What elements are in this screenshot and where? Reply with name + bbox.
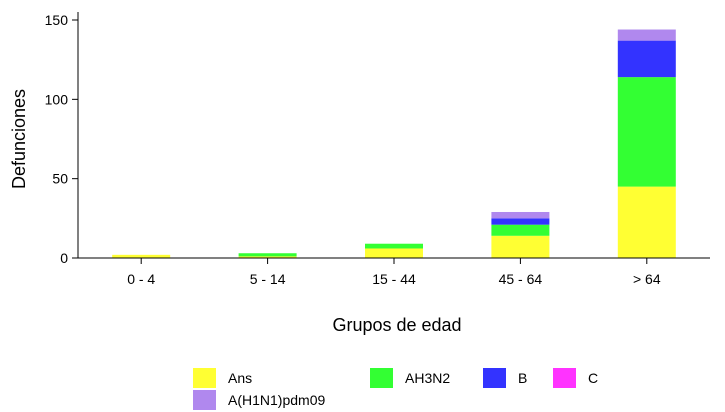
legend-swatch bbox=[193, 368, 216, 388]
legend-item-b: B bbox=[483, 368, 527, 388]
x-ticks: 0 - 4 5 - 14 15 - 44 45 - 64 > 64 bbox=[127, 258, 661, 287]
bar-segment-a-h1n1-pdm09 bbox=[491, 211, 550, 219]
bar-segment-ans bbox=[491, 235, 550, 258]
legend-swatch bbox=[370, 368, 393, 388]
bar-segment-b bbox=[491, 218, 550, 225]
bar-segment-ans bbox=[112, 254, 171, 258]
x-tick-label: 15 - 44 bbox=[372, 271, 416, 287]
bar-segment-b bbox=[617, 40, 676, 78]
x-tick-label: 5 - 14 bbox=[250, 271, 286, 287]
bar-segment-ans bbox=[365, 248, 423, 258]
x-axis-title: Grupos de edad bbox=[332, 315, 461, 335]
legend-label: A(H1N1)pdm09 bbox=[228, 392, 325, 408]
bar-segment-ah3n2 bbox=[238, 253, 297, 257]
bar-segment-ah3n2 bbox=[491, 224, 550, 236]
axes-layer bbox=[77, 12, 710, 259]
legend-item-a-h1n1-pdm09: A(H1N1)pdm09 bbox=[193, 390, 325, 410]
legend-label: B bbox=[518, 370, 527, 386]
bar-segment-a-h1n1-pdm09 bbox=[617, 29, 676, 41]
bars-layer bbox=[112, 29, 676, 258]
legend-swatch bbox=[193, 390, 216, 410]
bar-segment-ah3n2 bbox=[617, 77, 676, 187]
legend-item-ah3n2: AH3N2 bbox=[370, 368, 450, 388]
y-ticks: 0 50 100 150 bbox=[45, 12, 78, 266]
y-tick-label: 50 bbox=[52, 171, 68, 187]
bar-segment-ans bbox=[238, 256, 297, 258]
y-tick-label: 100 bbox=[45, 91, 69, 107]
bar-segment-ans bbox=[617, 186, 676, 258]
legend-item-c: C bbox=[553, 368, 598, 388]
legend-label: Ans bbox=[228, 370, 252, 386]
y-axis-title: Defunciones bbox=[9, 89, 29, 189]
legend-label: C bbox=[588, 370, 598, 386]
bar-segment-ah3n2 bbox=[365, 243, 423, 249]
y-tick-label: 0 bbox=[60, 250, 68, 266]
y-tick-label: 150 bbox=[45, 12, 69, 28]
x-tick-label: > 64 bbox=[633, 271, 661, 287]
legend-swatch bbox=[483, 368, 506, 388]
legend-swatch bbox=[553, 368, 576, 388]
x-tick-label: 45 - 64 bbox=[499, 271, 543, 287]
legend-label: AH3N2 bbox=[405, 370, 450, 386]
legend-item-ans: Ans bbox=[193, 368, 252, 388]
legend: Ans AH3N2 B C A(H1N1)pdm09 bbox=[193, 368, 598, 410]
x-tick-label: 0 - 4 bbox=[127, 271, 155, 287]
